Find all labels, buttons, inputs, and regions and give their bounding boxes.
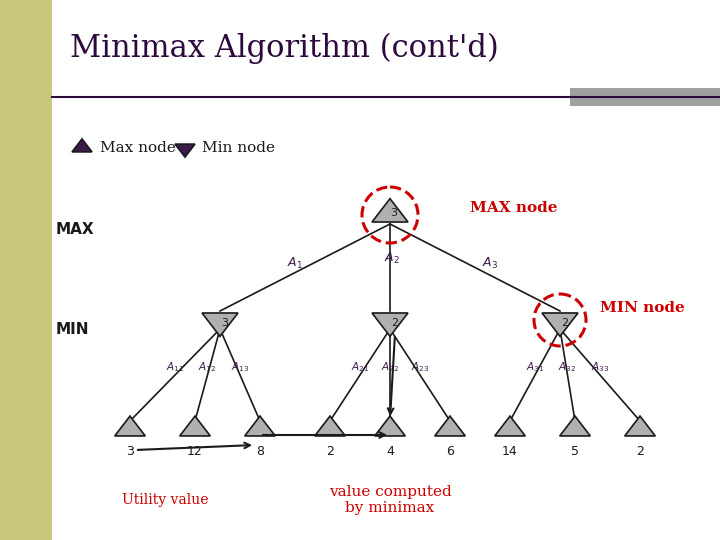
Text: 4: 4 <box>386 445 394 458</box>
Text: $A_{13}$: $A_{13}$ <box>231 360 249 374</box>
Text: $A_1$: $A_1$ <box>287 255 303 271</box>
Text: MIN: MIN <box>56 322 89 338</box>
Text: 3: 3 <box>222 318 228 328</box>
Text: 2: 2 <box>326 445 334 458</box>
Polygon shape <box>72 139 92 152</box>
Text: 5: 5 <box>571 445 579 458</box>
Polygon shape <box>202 313 238 336</box>
Polygon shape <box>245 416 275 436</box>
Text: Max node: Max node <box>100 141 176 155</box>
Text: $A_{31}$: $A_{31}$ <box>526 360 544 374</box>
Text: 2: 2 <box>392 318 399 328</box>
Polygon shape <box>559 416 590 436</box>
Text: $A_{12}$: $A_{12}$ <box>199 360 217 374</box>
Text: $A_{22}$: $A_{22}$ <box>381 360 399 374</box>
Text: 2: 2 <box>562 318 569 328</box>
Text: 2: 2 <box>636 445 644 458</box>
Polygon shape <box>114 416 145 436</box>
Text: $A_2$: $A_2$ <box>384 251 400 266</box>
Polygon shape <box>180 416 210 436</box>
Polygon shape <box>625 416 655 436</box>
Text: $A_{11}$: $A_{11}$ <box>166 360 184 374</box>
Text: value computed
by minimax: value computed by minimax <box>328 485 451 515</box>
Text: $A_{32}$: $A_{32}$ <box>559 360 577 374</box>
Text: MIN node: MIN node <box>600 301 685 315</box>
Text: 14: 14 <box>502 445 518 458</box>
Polygon shape <box>372 313 408 336</box>
Polygon shape <box>315 416 346 436</box>
Text: $A_{33}$: $A_{33}$ <box>591 360 609 374</box>
Bar <box>570 88 720 106</box>
Polygon shape <box>374 416 405 436</box>
Polygon shape <box>495 416 526 436</box>
Polygon shape <box>435 416 465 436</box>
Polygon shape <box>372 199 408 222</box>
Text: 6: 6 <box>446 445 454 458</box>
Polygon shape <box>542 313 578 336</box>
Text: 3: 3 <box>390 208 397 218</box>
Text: 3: 3 <box>126 445 134 458</box>
Text: 12: 12 <box>187 445 203 458</box>
Bar <box>0 0 52 540</box>
Text: MAX: MAX <box>56 222 94 238</box>
Text: Utility value: Utility value <box>122 493 208 507</box>
Polygon shape <box>175 144 195 157</box>
Text: 8: 8 <box>256 445 264 458</box>
Text: Min node: Min node <box>202 141 275 155</box>
Text: Minimax Algorithm (cont'd): Minimax Algorithm (cont'd) <box>70 32 499 64</box>
Text: MAX node: MAX node <box>470 201 557 215</box>
Text: $A_3$: $A_3$ <box>482 255 498 271</box>
Text: $A_{23}$: $A_{23}$ <box>411 360 429 374</box>
Text: $A_{21}$: $A_{21}$ <box>351 360 369 374</box>
